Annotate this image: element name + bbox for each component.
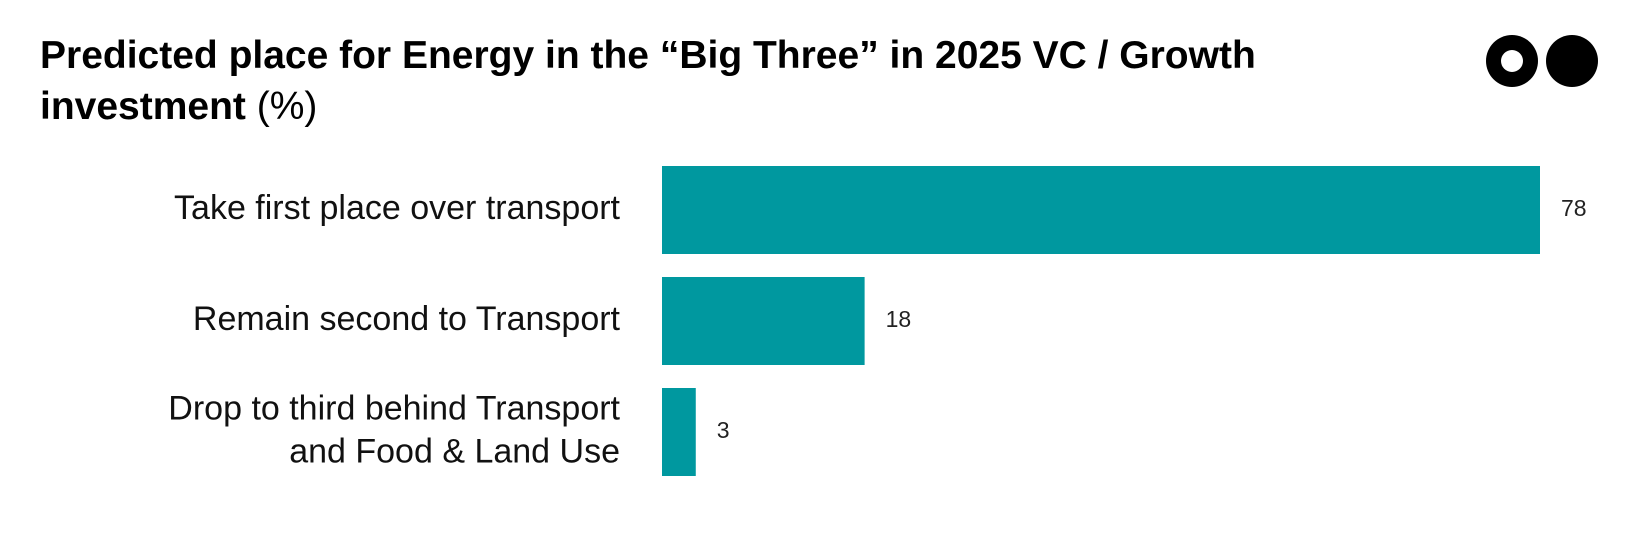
two-dots-logo-icon	[1486, 35, 1598, 87]
category-label: Drop to third behind Transport	[168, 389, 620, 427]
bar-value-label: 78	[1561, 195, 1587, 221]
chart-title-unit: (%)	[256, 85, 318, 128]
bar	[662, 166, 1540, 254]
category-label: and Food & Land Use	[289, 432, 620, 470]
bar	[662, 277, 865, 365]
category-label: Remain second to Transport	[193, 300, 621, 338]
category-label: Take first place over transport	[174, 189, 621, 227]
bar-value-label: 3	[717, 417, 730, 443]
bar-value-label: 18	[886, 306, 912, 332]
chart-title: Predicted place for Energy in the “Big T…	[40, 30, 1420, 132]
bar	[662, 388, 696, 476]
chart-title-main: Predicted place for Energy in the “Big T…	[40, 34, 1256, 128]
